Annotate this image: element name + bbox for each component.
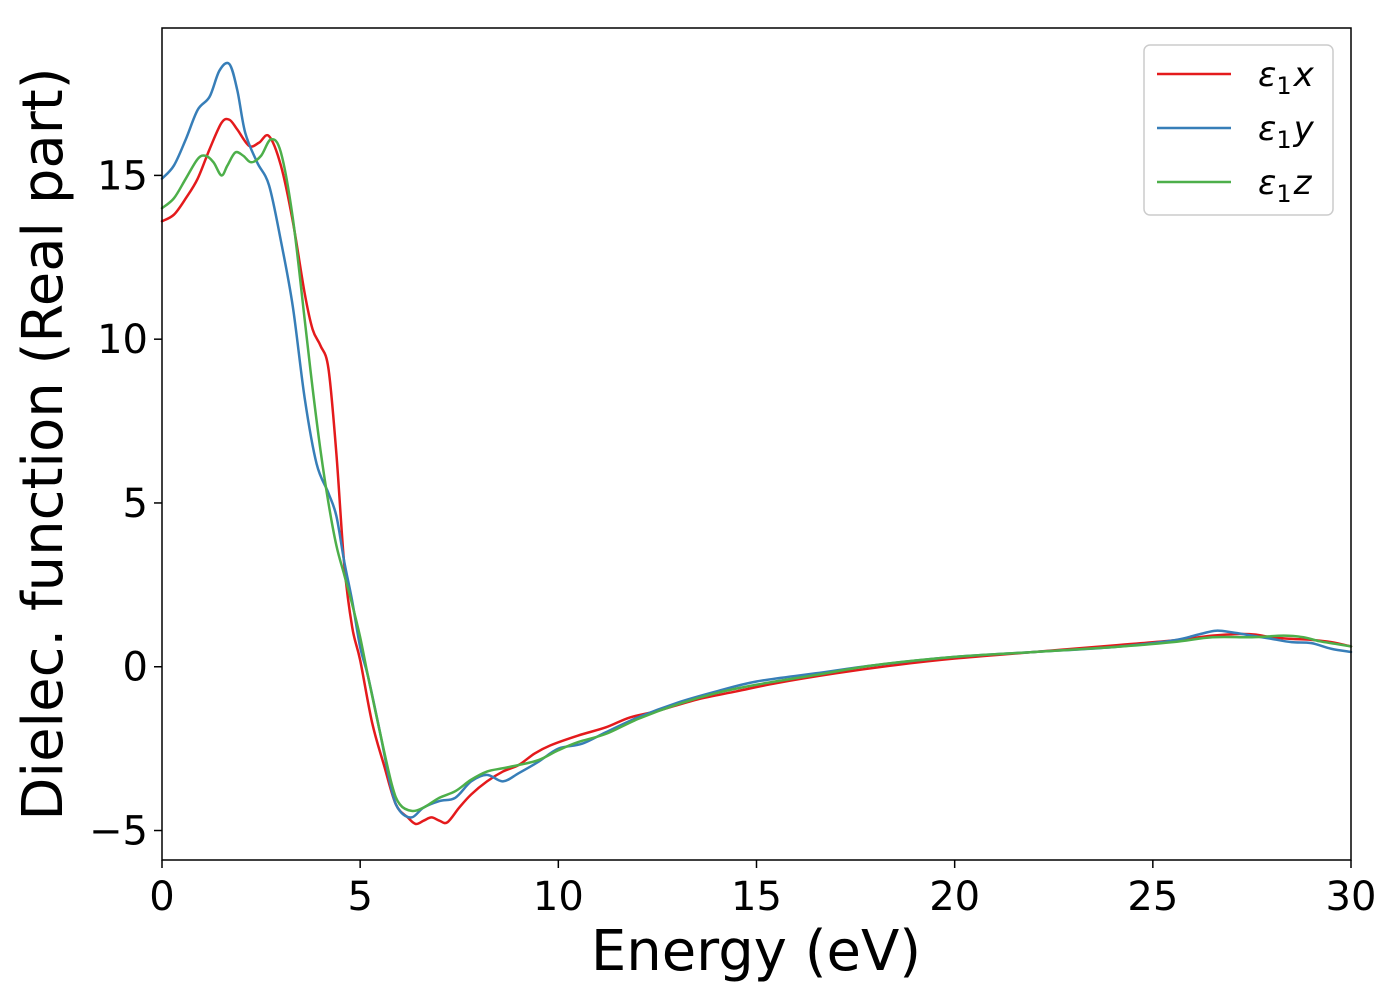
series-line-z [160,137,1353,813]
x-tick-label: 5 [347,874,372,920]
x-tick-label: 0 [149,874,174,920]
legend-label-y: ε1y [1258,109,1315,154]
y-tick-label: −5 [89,809,148,855]
x-tick-label: 30 [1326,874,1377,920]
legend: ε1x ε1y ε1z [1143,44,1334,216]
legend-label-x: ε1x [1258,55,1315,100]
series-line-y [160,61,1353,819]
y-tick-label: 15 [97,153,148,199]
legend-label-z: ε1z [1258,163,1313,208]
x-axis: 0 5 10 15 20 25 30 [149,860,1376,920]
x-tick-label: 20 [929,874,980,920]
y-tick-label: 10 [97,317,148,363]
y-axis: −5 0 5 10 15 [89,153,162,855]
y-tick-label: 5 [123,481,148,527]
legend-items: ε1x ε1y ε1z [1157,55,1315,208]
x-tick-label: 10 [533,874,584,920]
y-axis-title: Dielec. function (Real part) [11,67,76,820]
x-tick-label: 15 [731,874,782,920]
series-layer [160,61,1353,826]
x-tick-label: 25 [1127,874,1178,920]
legend-frame [1143,44,1334,216]
x-axis-title: Energy (eV) [591,919,921,984]
y-tick-label: 0 [123,645,148,691]
